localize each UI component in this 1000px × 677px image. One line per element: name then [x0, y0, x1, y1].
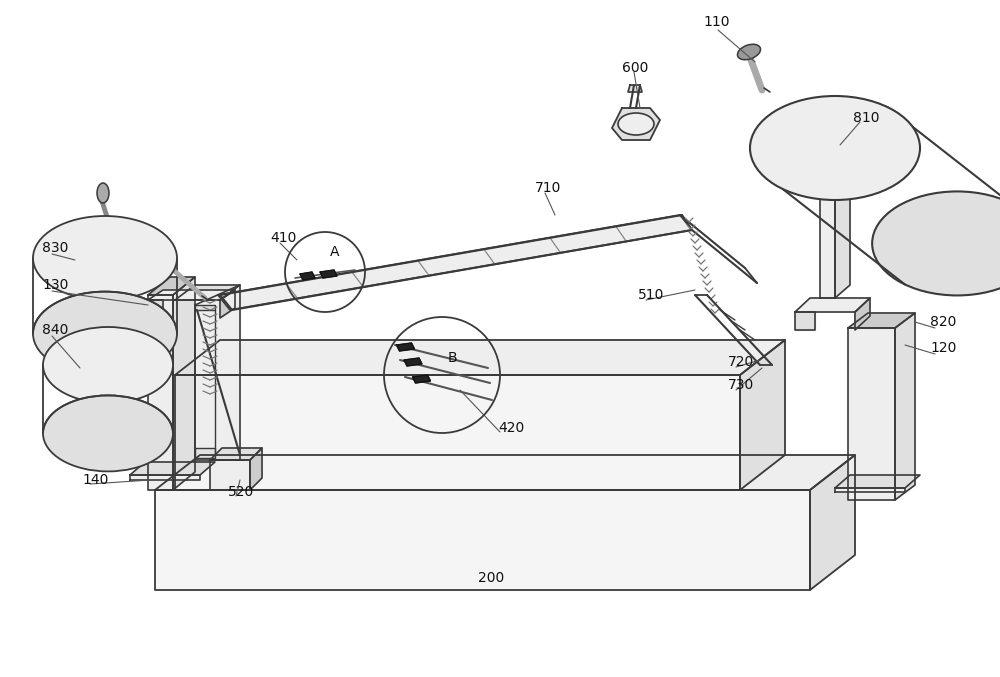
Ellipse shape [33, 216, 177, 300]
Ellipse shape [618, 113, 654, 135]
Polygon shape [218, 215, 692, 310]
Text: B: B [448, 351, 458, 365]
Text: 120: 120 [930, 341, 956, 355]
Polygon shape [320, 270, 337, 278]
Text: 820: 820 [930, 315, 956, 329]
Text: 600: 600 [622, 61, 648, 75]
Polygon shape [895, 313, 915, 500]
Text: 510: 510 [638, 288, 664, 302]
Polygon shape [612, 108, 660, 140]
Polygon shape [835, 475, 920, 488]
Polygon shape [195, 305, 215, 310]
Polygon shape [848, 328, 895, 500]
Polygon shape [835, 182, 850, 298]
Polygon shape [210, 460, 250, 490]
Polygon shape [848, 313, 915, 328]
Text: 720: 720 [728, 355, 754, 369]
Polygon shape [130, 475, 200, 480]
Text: 410: 410 [270, 231, 296, 245]
Text: 200: 200 [478, 571, 504, 585]
Polygon shape [155, 455, 855, 490]
Polygon shape [148, 290, 235, 300]
Polygon shape [835, 488, 905, 492]
Polygon shape [396, 343, 415, 351]
Polygon shape [413, 375, 430, 383]
Polygon shape [300, 272, 315, 280]
Text: 830: 830 [42, 241, 68, 255]
Text: 710: 710 [535, 181, 561, 195]
Polygon shape [404, 358, 422, 366]
Polygon shape [148, 300, 163, 318]
Ellipse shape [43, 327, 173, 403]
Polygon shape [795, 298, 870, 312]
Text: 140: 140 [82, 473, 108, 487]
Polygon shape [740, 340, 785, 490]
Text: 130: 130 [42, 278, 68, 292]
Text: 730: 730 [728, 378, 754, 392]
Polygon shape [155, 490, 810, 590]
Polygon shape [628, 85, 642, 92]
Ellipse shape [97, 183, 109, 203]
Polygon shape [148, 295, 173, 490]
Text: 420: 420 [498, 421, 524, 435]
Polygon shape [210, 448, 262, 460]
Ellipse shape [737, 44, 761, 60]
Polygon shape [148, 277, 195, 295]
Polygon shape [175, 340, 785, 375]
Polygon shape [173, 277, 195, 490]
Text: 810: 810 [853, 111, 880, 125]
Polygon shape [250, 448, 262, 490]
Ellipse shape [33, 292, 177, 376]
Polygon shape [810, 455, 855, 590]
Polygon shape [195, 285, 240, 460]
Polygon shape [130, 462, 215, 475]
Polygon shape [195, 448, 215, 458]
Ellipse shape [43, 395, 173, 471]
Polygon shape [855, 298, 870, 330]
Text: 520: 520 [228, 485, 254, 499]
Polygon shape [175, 285, 240, 300]
Text: 840: 840 [42, 323, 68, 337]
Text: 110: 110 [703, 15, 730, 29]
Polygon shape [175, 375, 740, 490]
Ellipse shape [750, 96, 920, 200]
Text: A: A [330, 245, 340, 259]
Ellipse shape [872, 192, 1000, 295]
Polygon shape [795, 312, 815, 330]
Polygon shape [220, 290, 235, 318]
Polygon shape [820, 195, 835, 298]
